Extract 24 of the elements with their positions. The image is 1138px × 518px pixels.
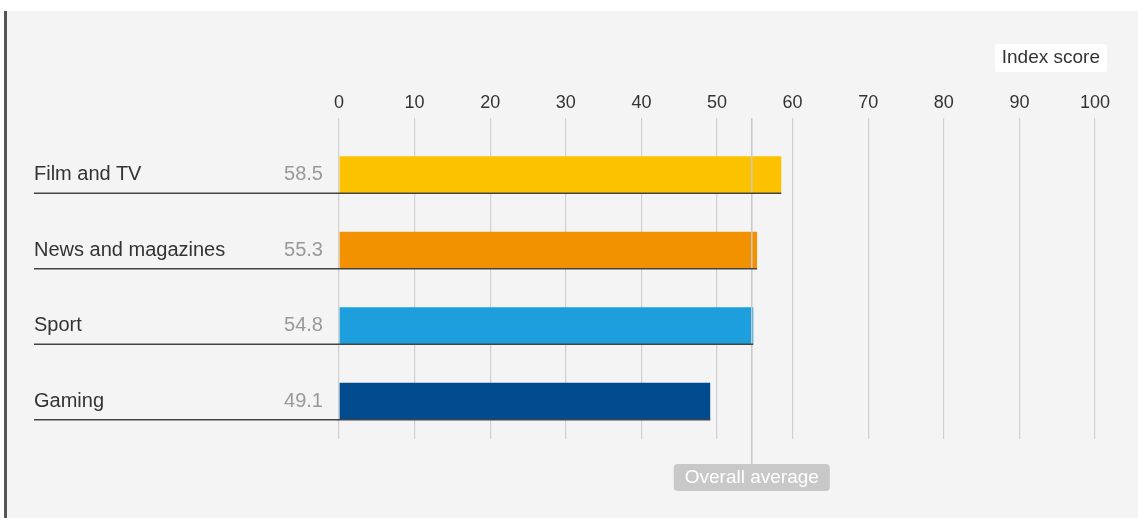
data-label: 55.3: [284, 237, 323, 260]
x-tick-label: 90: [1009, 92, 1030, 113]
y-tick-label: Gaming: [34, 388, 105, 411]
bar: [339, 382, 711, 420]
bar: [339, 156, 782, 194]
x-tick-label: 30: [555, 92, 576, 113]
x-tick-label: 60: [782, 92, 803, 113]
x-tick-label: 40: [631, 92, 652, 113]
y-tick-label: Sport: [34, 313, 83, 336]
bar: [339, 231, 758, 269]
x-tick-label: 10: [404, 92, 425, 113]
y-tick-label: News and magazines: [34, 237, 226, 260]
bar: [339, 307, 754, 345]
x-tick-label: 50: [706, 92, 728, 113]
data-label: 49.1: [284, 388, 323, 411]
x-tick-label: 80: [933, 92, 954, 113]
x-tick-label: 100: [1079, 92, 1111, 113]
x-tick-label: 20: [480, 92, 501, 113]
data-label: 58.5: [284, 162, 323, 185]
x-tick-label: 70: [858, 92, 879, 113]
data-label: 54.8: [284, 313, 323, 336]
x-axis-title: Index score: [1001, 46, 1100, 68]
y-tick-label: Film and TV: [34, 162, 143, 185]
x-tick-label: 0: [333, 92, 345, 113]
